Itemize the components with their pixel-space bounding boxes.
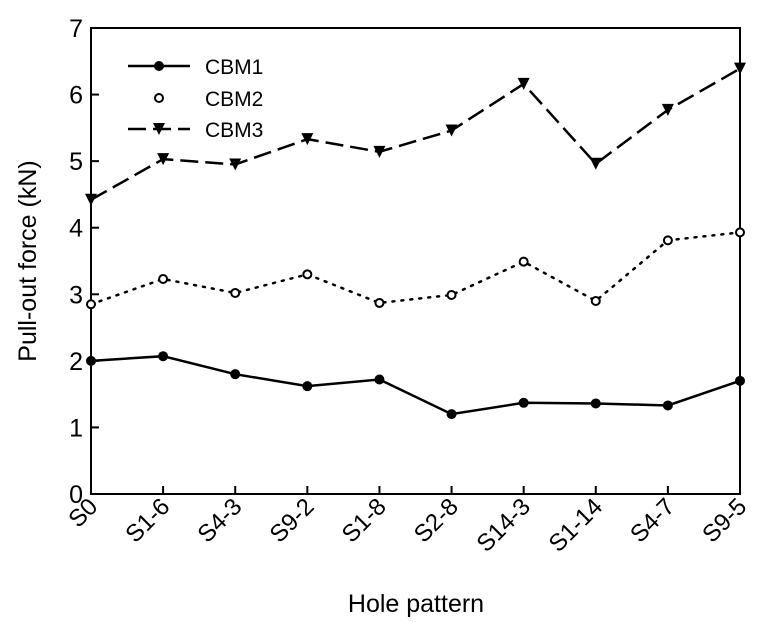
data-point — [661, 103, 674, 116]
x-axis-title: Hole pattern — [348, 590, 484, 618]
data-point — [158, 273, 169, 284]
legend-label: CBM1 — [205, 56, 263, 79]
legend: CBM1 CBM2 CBM3 — [128, 56, 263, 142]
legend-swatch-marker — [154, 93, 164, 103]
data-point — [735, 375, 745, 386]
data-point — [518, 397, 529, 408]
series-layer — [85, 62, 746, 420]
data-point — [374, 374, 385, 385]
data-point — [302, 269, 313, 280]
x-axis: S0 S1-6 S4-3 S9-2 S1-8 S2-8 S14-3 S1-14 S4-7 S9-5 — [63, 486, 752, 558]
y-tick-label: 2 — [69, 348, 83, 376]
data-point — [85, 193, 97, 206]
data-point — [229, 158, 242, 171]
y-tick-label: 5 — [69, 148, 83, 176]
x-tick-label: S1-8 — [337, 493, 392, 548]
legend-label: CBM3 — [205, 119, 263, 142]
series-cbm3 — [85, 62, 746, 206]
series-cbm2 — [86, 227, 745, 310]
y-tick-label: 1 — [69, 414, 83, 442]
y-axis: 0 1 2 3 4 5 6 7 — [69, 15, 99, 509]
legend-label: CBM2 — [205, 88, 263, 111]
data-point — [230, 369, 241, 380]
legend-item-cbm2: CBM2 — [154, 88, 263, 111]
legend-swatch-marker — [153, 123, 165, 135]
legend-swatch-marker — [154, 61, 164, 71]
data-point — [590, 295, 601, 306]
data-point — [518, 256, 529, 267]
plot-frame — [90, 27, 741, 495]
data-point — [302, 381, 313, 392]
legend-item-cbm1: CBM1 — [128, 56, 263, 79]
data-point — [734, 62, 746, 75]
series-line — [90, 67, 741, 201]
data-point — [590, 398, 601, 409]
legend-item-cbm3: CBM3 — [128, 119, 263, 142]
data-point — [157, 153, 170, 166]
series-line — [89, 231, 742, 306]
y-tick-label: 0 — [69, 481, 83, 509]
data-point — [662, 400, 673, 411]
x-tick-label: S4-7 — [625, 493, 680, 548]
data-point — [446, 409, 457, 420]
y-tick-label: 3 — [69, 281, 83, 309]
data-point — [86, 355, 96, 366]
x-tick-label: S1-14 — [544, 493, 608, 557]
data-point — [374, 297, 385, 308]
y-tick-label: 4 — [69, 215, 83, 243]
x-tick-label: S9-5 — [697, 493, 752, 548]
series-cbm1 — [86, 351, 745, 420]
data-point — [589, 157, 602, 170]
x-tick-label: S14-3 — [472, 493, 536, 557]
x-tick-label: S9-2 — [265, 493, 320, 548]
y-axis-title: Pull-out force (kN) — [14, 160, 42, 361]
data-point — [445, 124, 458, 137]
x-tick-label: S2-8 — [409, 493, 464, 548]
y-tick-label: 7 — [69, 15, 83, 43]
data-point — [735, 227, 745, 238]
data-point — [446, 289, 457, 300]
x-tick-label: S1-6 — [120, 493, 175, 548]
x-tick-label: S4-3 — [193, 493, 248, 548]
data-point — [662, 235, 673, 246]
data-point — [158, 351, 169, 362]
data-point — [86, 299, 96, 310]
series-line — [90, 354, 741, 416]
data-point — [373, 145, 386, 158]
data-point — [517, 77, 530, 90]
data-point — [230, 287, 241, 298]
data-point — [301, 133, 314, 146]
y-tick-label: 6 — [69, 82, 83, 110]
